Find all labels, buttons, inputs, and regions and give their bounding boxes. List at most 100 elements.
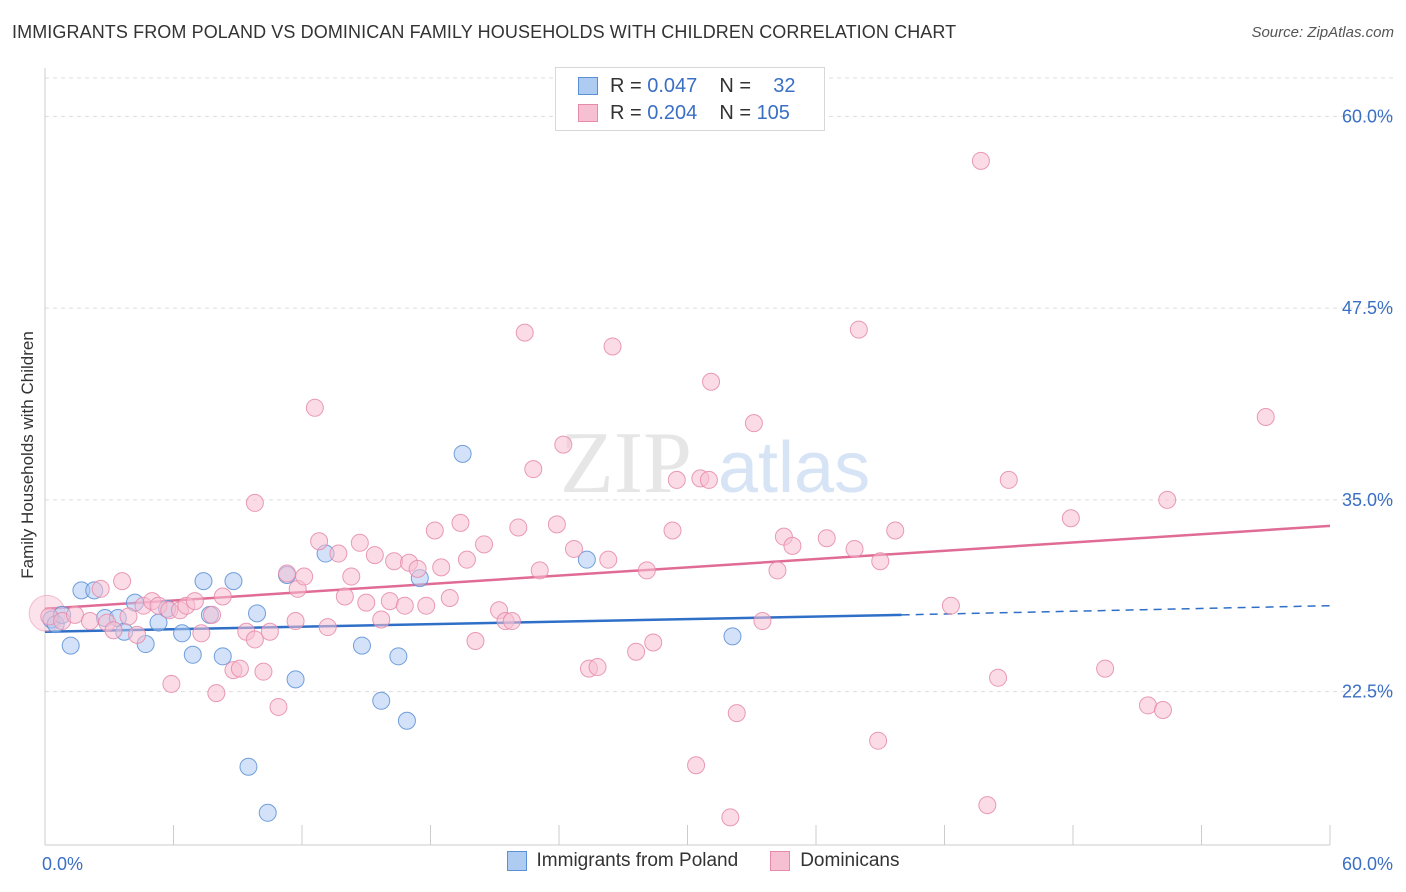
- dominican-point: [230, 659, 249, 678]
- dominican-point: [871, 552, 890, 571]
- tick-labels: 22.5% 35.0% 47.5% 60.0% 0.0% 60.0%: [42, 106, 1393, 874]
- data-points: [28, 151, 1275, 827]
- watermark-zip: ZIP: [560, 415, 692, 512]
- chart-title: IMMIGRANTS FROM POLAND VS DOMINICAN FAMI…: [12, 22, 957, 42]
- dominican-point: [466, 631, 485, 650]
- series-legend-poland: Immigrants from Poland: [506, 850, 738, 872]
- y-axis-label: Family Households with Children: [18, 331, 37, 579]
- dominican-point: [203, 605, 222, 624]
- legend-n-value: 32: [773, 74, 796, 97]
- dominican-point: [1061, 509, 1080, 528]
- poland-point: [183, 645, 202, 664]
- series-legend-dominicans: Dominicans: [770, 850, 899, 872]
- legend-r-value: 0.047: [647, 74, 698, 97]
- y-tick-label: 35.0%: [1342, 490, 1393, 510]
- legend-row-dominicans: R = 0.204 N = 105: [578, 100, 790, 126]
- dominican-point: [119, 607, 138, 626]
- dominican-point: [185, 592, 204, 611]
- dominican-point: [425, 521, 444, 540]
- dominican-point: [768, 561, 787, 580]
- dominican-point: [342, 567, 361, 586]
- dominican-point: [451, 513, 470, 532]
- dominican-point: [380, 592, 399, 611]
- dominican-point: [440, 589, 459, 608]
- dominican-point: [869, 731, 888, 750]
- dominican-point: [999, 470, 1018, 489]
- poland-point: [61, 636, 80, 655]
- dominican-point: [162, 674, 181, 693]
- dominican-point: [245, 630, 264, 649]
- dominican-point: [721, 808, 740, 827]
- dominican-point: [588, 658, 607, 677]
- dominican-point: [385, 552, 404, 571]
- legend-r-label: R =: [610, 74, 642, 97]
- poland-point: [453, 444, 472, 463]
- dominican-point: [547, 515, 566, 534]
- dominican-trend-line: [44, 524, 1331, 611]
- dominican-point: [687, 756, 706, 775]
- dominican-point: [269, 697, 288, 716]
- dominican-point: [432, 558, 451, 577]
- dominican-point: [1158, 490, 1177, 509]
- dominican-point: [971, 151, 990, 170]
- poland-point: [397, 711, 416, 730]
- dominican-point: [365, 546, 384, 565]
- dominican-point: [663, 521, 682, 540]
- dominican-point: [744, 414, 763, 433]
- dominican-point: [408, 559, 427, 578]
- dominican-point: [335, 587, 354, 606]
- dominican-point: [318, 618, 337, 637]
- x-tick-label: 60.0%: [1342, 854, 1393, 874]
- poland-point: [389, 647, 408, 666]
- dominican-point: [457, 550, 476, 569]
- dominican-point: [564, 539, 583, 558]
- legend-row-poland: R = 0.047 N = 32: [578, 73, 795, 99]
- dominican-point: [475, 535, 494, 554]
- poland-point: [723, 627, 742, 646]
- poland-point: [577, 550, 596, 569]
- dominican-point: [603, 337, 622, 356]
- poland-point: [248, 604, 267, 623]
- dominican-point: [524, 460, 543, 479]
- legend-swatch-poland: [578, 77, 598, 95]
- dominican-point: [667, 470, 686, 489]
- dominican-point: [207, 684, 226, 703]
- dominican-point: [699, 470, 718, 489]
- dominican-point: [260, 622, 279, 641]
- dominican-point: [599, 550, 618, 569]
- series-legend: Immigrants from Poland Dominicans: [0, 850, 1406, 872]
- dominican-point: [941, 596, 960, 615]
- dominican-point: [329, 544, 348, 563]
- legend-r-label: R =: [610, 101, 642, 124]
- dominican-point: [817, 529, 836, 548]
- dominican-point: [509, 518, 528, 537]
- dominican-point: [702, 372, 721, 391]
- dominican-point: [80, 612, 99, 631]
- legend-r-value: 0.204: [647, 101, 698, 124]
- poland-point: [352, 636, 371, 655]
- poland-point: [173, 624, 192, 643]
- dominican-point: [372, 610, 391, 629]
- dominican-point: [65, 605, 84, 624]
- dominican-point: [753, 612, 772, 631]
- poland-trend-extension: [901, 604, 1331, 616]
- correlation-legend: R = 0.047 N = 32 R = 0.204 N = 105: [555, 67, 825, 131]
- poland-point: [239, 757, 258, 776]
- dominican-point: [417, 596, 436, 615]
- dominican-point: [254, 662, 273, 681]
- source-credit: Source: ZipAtlas.com: [1251, 24, 1394, 41]
- dominican-point: [128, 625, 147, 644]
- dominican-point: [357, 593, 376, 612]
- dominican-point: [554, 435, 573, 454]
- dominican-point: [727, 704, 746, 723]
- dominican-point: [502, 612, 521, 631]
- watermark-atlas: atlas: [718, 428, 870, 508]
- series-swatch-dominicans: [770, 851, 791, 871]
- series-name-dominicans: Dominicans: [800, 850, 900, 871]
- dominican-point: [113, 572, 132, 591]
- dominican-point: [644, 633, 663, 652]
- dominican-point: [989, 668, 1008, 687]
- legend-n-label: N =: [719, 74, 751, 97]
- dominican-point: [886, 521, 905, 540]
- dominican-point: [286, 612, 305, 631]
